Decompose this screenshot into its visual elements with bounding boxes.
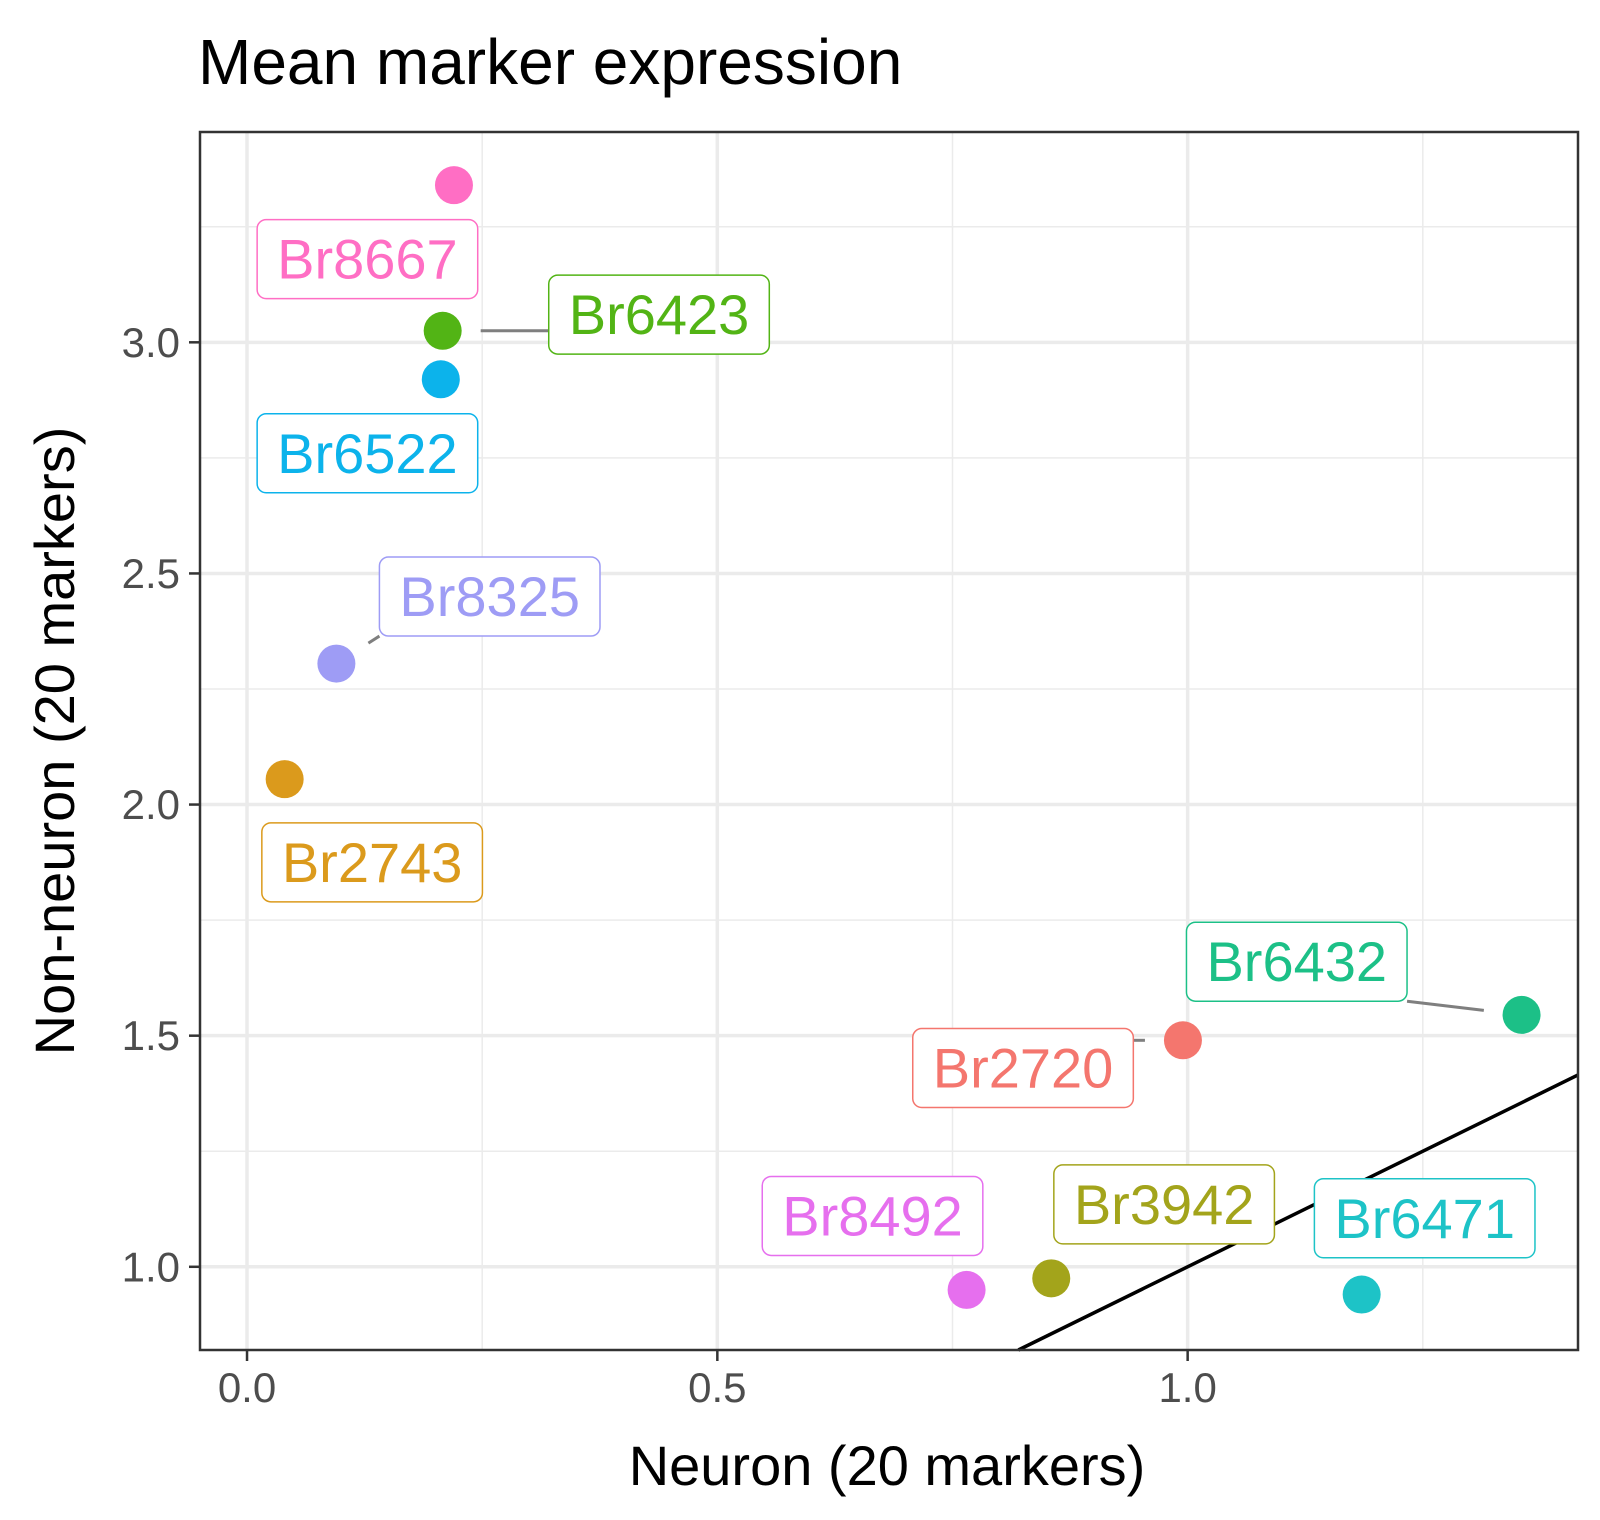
data-point-br2720 (1163, 1021, 1202, 1060)
data-point-br6471 (1342, 1275, 1381, 1314)
data-point-br8492 (947, 1270, 986, 1309)
y-tick-label: 3.0 (122, 319, 180, 366)
point-label-box (256, 413, 479, 494)
data-points (265, 166, 1541, 1314)
point-label-br8667: Br8667 (256, 218, 479, 300)
gridlines (200, 132, 1578, 1350)
point-label-box (256, 218, 479, 300)
y-tick-label: 1.5 (122, 1012, 180, 1059)
label-leader-line (1406, 999, 1485, 1012)
point-label-text: Br2743 (282, 831, 463, 894)
point-label-text: Br8492 (782, 1184, 963, 1247)
y-tick-label: 2.0 (122, 781, 180, 828)
point-label-box (761, 1175, 984, 1257)
point-label-text: Br6423 (569, 283, 750, 346)
point-label-br8492: Br8492 (761, 1175, 984, 1257)
x-tick-label: 0.5 (688, 1364, 746, 1411)
data-point-br6423 (423, 311, 462, 350)
data-point-br6432 (1502, 995, 1541, 1034)
point-label-br3942: Br3942 (1053, 1164, 1276, 1245)
data-point-br8667 (434, 166, 473, 205)
point-label-br2743: Br2743 (261, 822, 484, 903)
plot-panel-border (198, 130, 1580, 1352)
point-label-box (547, 274, 771, 355)
point-label-text: Br8325 (399, 565, 580, 628)
reference-line (1017, 1073, 1579, 1352)
point-label-text: Br3942 (1074, 1173, 1255, 1236)
reference-line-group (1017, 1073, 1579, 1352)
chart-title: Mean marker expression (198, 26, 902, 98)
point-label-text: Br6432 (1206, 930, 1387, 993)
point-label-text: Br2720 (933, 1037, 1114, 1100)
x-tick-label: 1.0 (1158, 1364, 1216, 1411)
point-label-br2720: Br2720 (911, 1027, 1135, 1109)
point-label-box (378, 556, 601, 637)
point-label-br6423: Br6423 (547, 274, 771, 355)
data-point-br8325 (317, 644, 356, 683)
point-label-box (911, 1027, 1135, 1109)
point-label-br6522: Br6522 (256, 413, 479, 494)
point-label-br6471: Br6471 (1313, 1178, 1536, 1259)
point-label-text: Br8667 (277, 228, 458, 291)
point-label-br8325: Br8325 (378, 556, 601, 637)
y-axis-title: Non-neuron (20 markers) (23, 427, 86, 1056)
point-label-text: Br6471 (1334, 1187, 1515, 1250)
point-label-text: Br6522 (277, 422, 458, 485)
data-point-br6522 (421, 360, 460, 399)
point-label-br6432: Br6432 (1185, 921, 1408, 1002)
point-label-box (261, 822, 484, 903)
label-leader-line (367, 634, 381, 645)
point-label-box (1313, 1178, 1536, 1259)
point-label-box (1185, 921, 1408, 1002)
point-labels: Br8667 Br6423 Br6522 Br8325 Br2743 Br6432 Br27… (256, 218, 1536, 1259)
point-label-box (1053, 1164, 1276, 1245)
data-point-br3942 (1032, 1259, 1071, 1298)
y-tick-label: 2.5 (122, 550, 180, 597)
x-axis-title: Neuron (20 markers) (629, 1434, 1146, 1497)
y-tick-label: 1.0 (122, 1243, 180, 1290)
y-axis-ticks: 1.0 1.5 2.0 2.5 3.0 (122, 319, 200, 1290)
data-point-br2743 (265, 760, 304, 799)
x-tick-label: 0.0 (218, 1364, 276, 1411)
x-axis-ticks: 0.0 0.5 1.0 (218, 1350, 1217, 1411)
